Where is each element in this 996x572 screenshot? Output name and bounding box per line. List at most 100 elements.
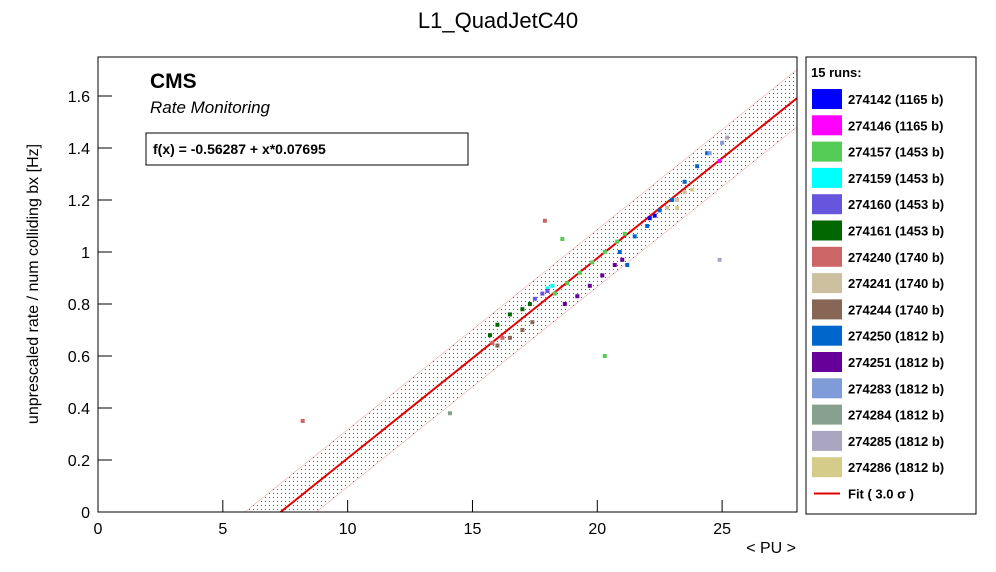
point	[495, 322, 500, 327]
legend-label: 274160 (1453 b)	[848, 197, 944, 212]
legend-label: 274157 (1453 b)	[848, 145, 944, 160]
legend-label: 274250 (1812 b)	[848, 329, 944, 344]
point	[682, 179, 687, 184]
point	[575, 294, 580, 299]
legend: 274142 (1165 b) 274146 (1165 b) 274157 (14…	[812, 89, 944, 502]
fit-formula: f(x) = -0.56287 + x*0.07695	[153, 141, 326, 157]
point	[617, 250, 622, 254]
legend-label: 274161 (1453 b)	[848, 224, 944, 239]
legend-label: 274283 (1812 b)	[848, 381, 944, 396]
point	[720, 140, 725, 145]
point	[550, 283, 555, 288]
point	[542, 218, 547, 223]
point	[495, 343, 500, 348]
legend-title: 15 runs:	[811, 65, 862, 80]
point	[632, 234, 637, 239]
point	[670, 198, 675, 202]
x-axis-label: < PU >	[746, 540, 796, 557]
subtitle: Rate Monitoring	[150, 98, 271, 117]
point	[705, 151, 710, 156]
point	[602, 354, 607, 358]
y-tick-label: 1.4	[68, 141, 90, 158]
point	[725, 135, 730, 140]
point	[545, 286, 550, 291]
experiment-label: CMS	[150, 70, 197, 93]
y-tick-label: 1.6	[68, 89, 90, 106]
point	[690, 187, 695, 192]
legend-swatch	[812, 325, 842, 346]
point	[530, 320, 535, 325]
legend-swatch	[812, 246, 842, 267]
legend-swatch	[812, 89, 842, 109]
plot-frame	[97, 56, 798, 513]
legend-label: 274241 (1740 b)	[848, 276, 944, 291]
point	[602, 250, 607, 254]
point	[487, 333, 492, 338]
point	[587, 283, 592, 288]
x-tick-label: 0	[94, 521, 103, 538]
legend-label: 274244 (1740 b)	[848, 302, 944, 317]
legend-swatch	[812, 378, 842, 399]
point	[590, 260, 595, 265]
point	[707, 151, 712, 156]
point	[615, 239, 620, 244]
point	[300, 419, 305, 423]
point	[600, 273, 605, 278]
legend-swatch	[812, 141, 842, 162]
point	[507, 335, 512, 340]
y-tick-label: 0.8	[68, 297, 90, 314]
legend-label: 274146 (1165 b)	[848, 118, 943, 133]
chart-title: L1_QuadJetC40	[418, 8, 578, 33]
point	[545, 289, 550, 293]
legend-swatch	[812, 457, 842, 478]
point	[577, 270, 582, 275]
legend-swatch	[812, 299, 842, 320]
fit-group	[244, 69, 797, 512]
point	[507, 312, 512, 317]
point	[527, 302, 532, 306]
legend-label: 274159 (1453 b)	[848, 171, 944, 186]
legend-swatch	[812, 115, 842, 136]
x-tick-label: 25	[713, 521, 731, 538]
y-tick-label: 1.2	[68, 193, 90, 210]
point	[652, 213, 657, 218]
point	[682, 190, 687, 195]
point	[565, 281, 570, 286]
legend-swatch	[812, 430, 842, 451]
fit-line	[279, 97, 797, 512]
x-tick-label: 5	[218, 521, 227, 538]
point	[532, 296, 537, 301]
legend-swatch	[812, 194, 842, 215]
y-tick-label: 0.4	[68, 401, 90, 418]
x-tick-label: 20	[588, 521, 606, 538]
legend-swatch	[812, 167, 842, 188]
point	[622, 231, 627, 236]
point	[625, 263, 630, 267]
point	[657, 208, 662, 213]
point	[612, 263, 617, 267]
point	[520, 328, 525, 332]
point	[562, 302, 567, 306]
point	[520, 307, 525, 312]
point	[490, 341, 495, 345]
y-tick-label: 0.6	[68, 349, 90, 366]
legend-swatch	[812, 352, 842, 372]
point	[717, 159, 722, 163]
legend-label: 274142 (1165 b)	[848, 92, 943, 107]
legend-label: 274240 (1740 b)	[848, 250, 944, 265]
point	[675, 198, 680, 202]
point	[717, 257, 722, 262]
point	[540, 291, 545, 296]
y-tick-label: 1	[81, 245, 90, 262]
plot-area	[244, 69, 797, 512]
point	[665, 205, 670, 210]
legend-label: 274251 (1812 b)	[848, 355, 944, 370]
point	[447, 411, 452, 416]
point	[645, 224, 650, 228]
x-tick-label: 10	[339, 521, 357, 538]
y-tick-label: 0.2	[68, 453, 90, 470]
point	[675, 205, 680, 210]
fit-band	[244, 69, 797, 512]
legend-label: Fit ( 3.0 σ )	[848, 487, 914, 502]
